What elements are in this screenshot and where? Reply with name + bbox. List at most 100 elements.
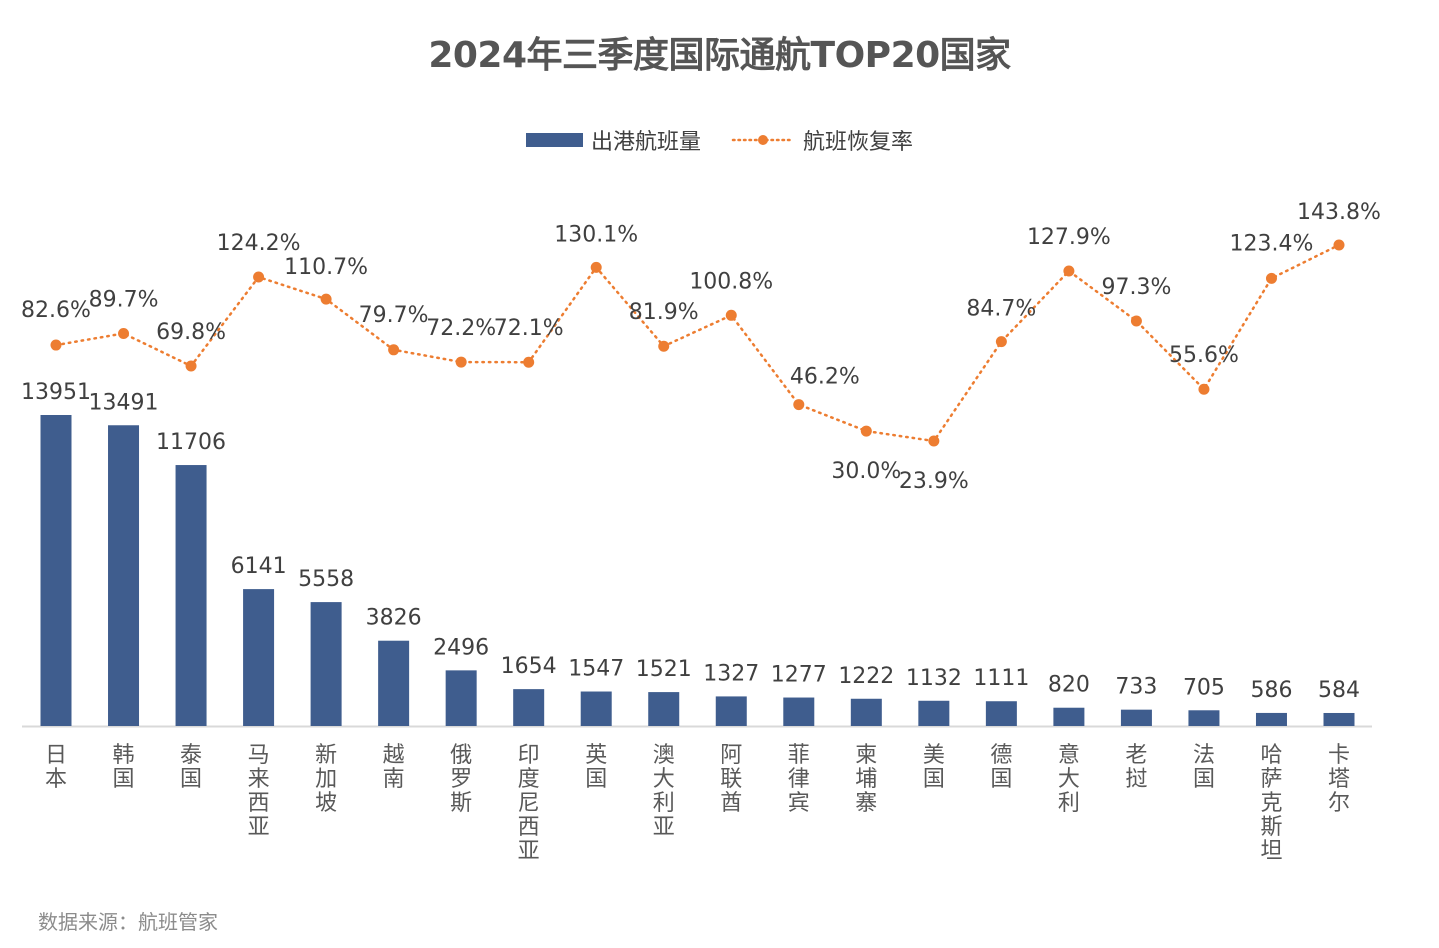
rate-point-13[interactable] xyxy=(928,435,940,447)
bar-3[interactable] xyxy=(243,589,275,726)
bar-4[interactable] xyxy=(310,602,342,726)
legend-bar-label: 出港航班量 xyxy=(590,130,701,155)
data-source: 数据来源：航班管家 xyxy=(38,910,218,934)
bar-value-label: 1547 xyxy=(568,657,624,682)
category-label: 德国 xyxy=(990,743,1012,792)
bar-value-label: 705 xyxy=(1183,675,1225,700)
rate-value-label: 100.8% xyxy=(689,269,773,294)
legend: 出港航班量 航班恢复率 xyxy=(0,124,1439,156)
rate-point-4[interactable] xyxy=(320,293,332,305)
bar-18[interactable] xyxy=(1255,712,1287,726)
rate-point-11[interactable] xyxy=(793,399,805,411)
bar-9[interactable] xyxy=(648,692,680,726)
rate-value-label: 55.6% xyxy=(1169,343,1239,368)
bar-10[interactable] xyxy=(715,696,747,726)
rate-point-8[interactable] xyxy=(590,261,602,273)
rate-point-3[interactable] xyxy=(253,271,265,283)
bar-8[interactable] xyxy=(580,691,612,726)
bar-value-label: 6141 xyxy=(231,554,287,579)
rate-value-label: 81.9% xyxy=(629,300,699,325)
rate-point-7[interactable] xyxy=(523,356,535,368)
category-label: 意大利 xyxy=(1058,743,1080,816)
legend-line-swatch xyxy=(731,135,795,145)
bar-value-label: 3826 xyxy=(366,606,422,631)
rate-point-1[interactable] xyxy=(118,327,130,339)
legend-bar-swatch xyxy=(525,133,583,147)
category-label: 日本 xyxy=(45,743,67,792)
rate-value-label: 72.1% xyxy=(494,316,564,341)
bar-2[interactable] xyxy=(175,465,207,726)
bar-value-label: 1654 xyxy=(501,654,557,679)
bar-value-label: 1327 xyxy=(703,661,759,686)
rate-value-label: 46.2% xyxy=(790,365,860,390)
category-label: 澳大利亚 xyxy=(653,743,675,840)
category-label: 韩国 xyxy=(113,743,135,792)
legend-line-label: 航班恢复率 xyxy=(803,130,914,155)
bar-value-label: 1521 xyxy=(636,657,692,682)
rate-value-label: 82.6% xyxy=(21,298,91,323)
rate-point-17[interactable] xyxy=(1198,383,1210,395)
bar-value-label: 1132 xyxy=(906,666,962,691)
rate-point-6[interactable] xyxy=(455,356,467,368)
category-label: 泰国 xyxy=(180,743,202,792)
rate-point-0[interactable] xyxy=(50,339,62,351)
rate-point-19[interactable] xyxy=(1333,239,1345,251)
rate-point-2[interactable] xyxy=(185,360,197,372)
bar-value-label: 733 xyxy=(1115,675,1157,700)
bar-value-label: 1222 xyxy=(838,664,894,689)
bar-value-label: 584 xyxy=(1318,678,1360,703)
bar-14[interactable] xyxy=(985,701,1017,726)
category-label: 英国 xyxy=(585,743,607,792)
rate-value-label: 130.1% xyxy=(554,222,638,247)
bar-value-label: 2496 xyxy=(433,635,489,660)
rate-point-15[interactable] xyxy=(1063,265,1075,277)
rate-point-9[interactable] xyxy=(658,340,670,352)
bar-5[interactable] xyxy=(378,640,410,726)
legend-item-line: 航班恢复率 xyxy=(731,124,913,156)
bar-16[interactable] xyxy=(1120,709,1152,726)
bar-13[interactable] xyxy=(918,700,950,726)
bar-value-label: 586 xyxy=(1250,678,1292,703)
rate-point-18[interactable] xyxy=(1265,272,1277,284)
category-label: 哈萨克斯坦 xyxy=(1260,743,1282,864)
rate-value-label: 143.8% xyxy=(1297,200,1381,225)
rate-value-label: 110.7% xyxy=(284,255,368,280)
recovery-rate-line xyxy=(54,243,1341,443)
bar-15[interactable] xyxy=(1053,707,1085,726)
category-label: 俄罗斯 xyxy=(450,743,472,816)
category-label: 阿联酋 xyxy=(720,743,742,816)
legend-item-bar: 出港航班量 xyxy=(525,124,701,156)
category-label: 卡塔尔 xyxy=(1328,743,1350,816)
bar-value-label: 13491 xyxy=(89,390,159,415)
rate-point-14[interactable] xyxy=(995,336,1007,348)
bar-7[interactable] xyxy=(513,689,545,726)
chart-title: 2024年三季度国际通航TOP20国家 xyxy=(428,35,1011,76)
bar-12[interactable] xyxy=(850,698,882,726)
rate-value-label: 127.9% xyxy=(1027,225,1111,250)
bar-0[interactable] xyxy=(40,415,72,726)
rate-point-10[interactable] xyxy=(725,309,737,321)
category-label: 马来西亚 xyxy=(248,743,270,840)
rate-value-label: 89.7% xyxy=(89,287,159,312)
rate-point-5[interactable] xyxy=(388,344,400,356)
bar-11[interactable] xyxy=(783,697,815,726)
rate-value-label: 69.8% xyxy=(156,320,226,345)
rate-value-label: 72.2% xyxy=(426,316,496,341)
bar-value-label: 13951 xyxy=(21,380,91,405)
category-label: 法国 xyxy=(1193,743,1215,792)
bar-19[interactable] xyxy=(1323,712,1355,726)
rate-value-label: 123.4% xyxy=(1230,231,1314,256)
category-label: 老挝 xyxy=(1125,743,1147,792)
bar-17[interactable] xyxy=(1188,710,1220,726)
bar-value-label: 1111 xyxy=(973,666,1029,691)
category-label: 菲律宾 xyxy=(788,743,810,816)
rate-point-16[interactable] xyxy=(1130,315,1142,327)
category-label: 新加坡 xyxy=(315,743,337,816)
bar-6[interactable] xyxy=(445,670,477,726)
bar-1[interactable] xyxy=(108,425,140,726)
category-label: 印度尼西亚 xyxy=(518,743,540,864)
bar-value-label: 820 xyxy=(1048,673,1090,698)
rate-value-label: 124.2% xyxy=(217,231,301,256)
rate-point-12[interactable] xyxy=(860,425,872,437)
